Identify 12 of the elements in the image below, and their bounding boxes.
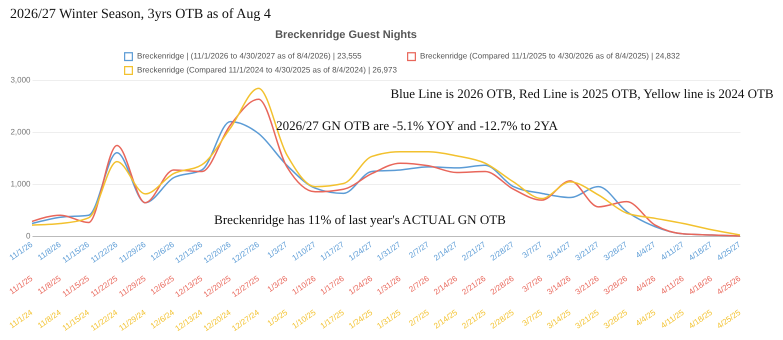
chart-title: Breckenridge Guest Nights: [275, 29, 417, 41]
y-tick-label: 3,000: [10, 76, 32, 84]
y-tick-label: 0: [26, 232, 32, 240]
legend-label: Breckenridge | (11/1/2026 to 4/30/2027 as of 8/4/2026) | 23,555: [137, 52, 362, 61]
annotation: 2026/27 GN OTB are -5.1% YOY and -12.7% to 2YA: [276, 118, 558, 133]
legend-label: Breckenridge (Compared 11/1/2025 to 4/30/2026 as of 8/4/2025) | 24,832: [420, 52, 680, 61]
legend-label: Breckenridge (Compared 11/1/2024 to 4/30/2025 as of 8/4/2024) | 26,973: [137, 66, 398, 74]
annotation: Blue Line is 2026 OTB, Red Line is 2025 OTB, Yellow line is 2024 OTB: [390, 86, 774, 101]
annotation: Breckenridge has 11% of last year's ACTUAL GN OTB: [214, 212, 506, 227]
y-tick-label: 2,000: [10, 128, 32, 136]
y-tick-label: 1,000: [10, 180, 32, 188]
text: 2026/27 Winter Season, 3yrs OTB as of Aug 4: [10, 7, 271, 22]
